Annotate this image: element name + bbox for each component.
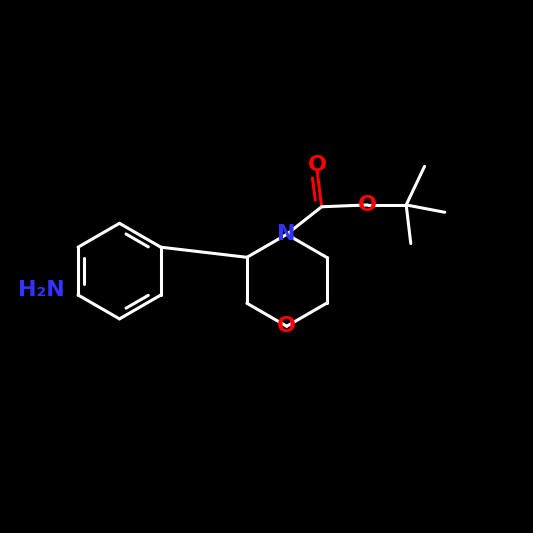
Text: O: O — [358, 195, 377, 215]
Text: H₂N: H₂N — [18, 280, 64, 301]
Text: O: O — [308, 156, 327, 175]
Text: N: N — [278, 224, 296, 244]
Text: O: O — [277, 316, 296, 336]
